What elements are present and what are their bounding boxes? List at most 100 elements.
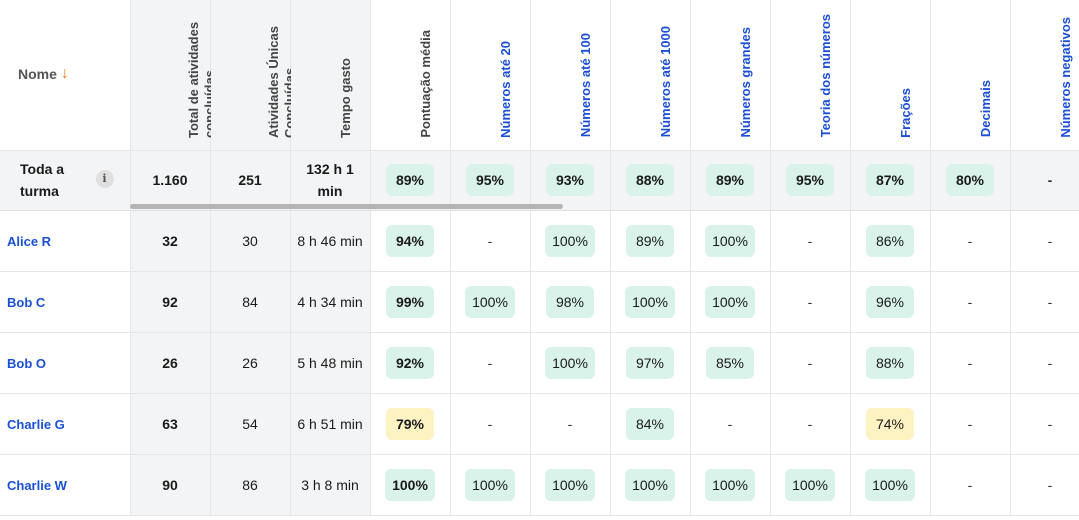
student-total-cell: 92 [130, 271, 211, 333]
column-header-label[interactable]: Teoria dos números [818, 14, 833, 138]
topic-cell: 89% [690, 150, 771, 211]
student-name-link[interactable]: Bob O [7, 355, 46, 371]
topic-cell: - [450, 393, 531, 455]
column-header-label[interactable]: Números negativos [1058, 16, 1073, 138]
score-pill: 100% [465, 468, 515, 501]
topic-cell: 86% [850, 210, 931, 272]
empty-score: - [487, 354, 493, 371]
score-pill: 89% [706, 164, 754, 196]
score-pill: 100% [705, 468, 755, 501]
score-pill: 100% [865, 468, 915, 501]
column-header-9[interactable]: Frações [850, 0, 931, 151]
empty-score: - [967, 232, 973, 249]
table-row: Bob O 26 26 5 h 48 min 92% - 100% 97% 85% - 88% - - [0, 332, 1079, 394]
student-total-cell: 32 [130, 210, 211, 272]
topic-cell: 84% [610, 393, 691, 455]
student-time-value: 3 h 8 min [301, 476, 359, 493]
score-pill: 95% [466, 164, 514, 196]
topic-cell: 100% [530, 454, 611, 516]
student-time-cell: 6 h 51 min [290, 393, 371, 455]
topic-cell: - [450, 210, 531, 272]
column-header-8[interactable]: Teoria dos números [770, 0, 851, 151]
student-name-cell: Charlie W [0, 454, 131, 516]
student-total-cell: 63 [130, 393, 211, 455]
student-unique-value: 86 [242, 476, 258, 493]
student-name-cell: Bob O [0, 332, 131, 394]
topic-cell: 89% [610, 210, 691, 272]
topic-cell: 100% [530, 332, 611, 394]
student-name-link[interactable]: Alice R [7, 233, 52, 249]
topic-cell: 100% [450, 454, 531, 516]
column-header-10[interactable]: Decimais [930, 0, 1011, 151]
column-header-11[interactable]: Números negativos [1010, 0, 1079, 151]
empty-score: - [1047, 354, 1053, 371]
student-name-link[interactable]: Charlie W [7, 477, 67, 493]
empty-score: - [1047, 476, 1053, 493]
info-icon[interactable]: i [95, 169, 114, 188]
topic-cell: - [1010, 150, 1079, 211]
empty-score: - [967, 293, 973, 310]
horizontal-scrollbar[interactable] [130, 204, 563, 209]
column-header-label[interactable]: Números grandes [738, 26, 753, 138]
sort-by-name-button[interactable]: Nome ↓ [18, 65, 69, 83]
student-unique-value: 84 [242, 293, 258, 310]
student-time-value: 5 h 48 min [297, 354, 363, 371]
name-column-header[interactable]: Nome ↓ [0, 0, 131, 151]
column-header-label: Tempo gasto [338, 57, 353, 138]
student-name-link[interactable]: Charlie G [7, 416, 65, 432]
student-time-cell: 3 h 8 min [290, 454, 371, 516]
column-header-label: Pontuação média [418, 29, 433, 138]
column-header-4[interactable]: Números até 20 [450, 0, 531, 151]
topic-cell: - [530, 393, 611, 455]
score-pill: 100% [785, 468, 835, 501]
header-row: Nome ↓ Total de atividades concluídasAti… [0, 0, 1079, 151]
column-header-label[interactable]: Frações [898, 87, 913, 138]
student-unique-value: 30 [242, 232, 258, 249]
student-total-value: 26 [162, 354, 178, 371]
empty-score: - [1047, 415, 1053, 432]
topic-cell: 87% [850, 150, 931, 211]
table-row: Bob C 92 84 4 h 34 min 99% 100% 98% 100% 100% - 96… [0, 271, 1079, 333]
student-total-value: 32 [162, 232, 178, 249]
empty-score: - [1047, 232, 1053, 249]
score-pill: 100% [545, 346, 595, 379]
score-pill: 89% [626, 224, 674, 257]
score-pill: 100% [705, 224, 755, 257]
column-header-7[interactable]: Números grandes [690, 0, 771, 151]
topic-cell: 95% [770, 150, 851, 211]
topic-cell: 100% [530, 210, 611, 272]
topic-cell: 100% [610, 271, 691, 333]
student-time-value: 4 h 34 min [297, 293, 363, 310]
student-name-cell: Charlie G [0, 393, 131, 455]
summary-time: 132 h 1 min [290, 150, 371, 211]
student-unique-cell: 26 [210, 332, 291, 394]
student-name-link[interactable]: Bob C [7, 294, 46, 310]
column-header-label[interactable]: Números até 100 [578, 33, 593, 138]
topic-cell: 74% [850, 393, 931, 455]
column-header-label[interactable]: Decimais [978, 80, 993, 138]
student-total-value: 63 [162, 415, 178, 432]
topic-cell: - [1010, 454, 1079, 516]
column-header-6[interactable]: Números até 1000 [610, 0, 691, 151]
topic-cell: - [770, 393, 851, 455]
summary-unique-value: 251 [238, 172, 262, 188]
score-pill: 87% [866, 164, 914, 196]
student-avg-cell: 92% [370, 332, 451, 394]
score-pill: 97% [626, 346, 674, 379]
table-row: Alice R 32 30 8 h 46 min 94% - 100% 89% 100% - 86%… [0, 210, 1079, 272]
column-header-label[interactable]: Números até 1000 [658, 26, 673, 138]
column-header-5[interactable]: Números até 100 [530, 0, 611, 151]
score-pill: 94% [386, 224, 434, 257]
score-pill: 100% [385, 468, 435, 501]
topic-cell: 88% [610, 150, 691, 211]
empty-score: - [807, 232, 813, 249]
score-pill: 79% [386, 407, 434, 440]
topic-cell: 97% [610, 332, 691, 394]
topic-cell: 88% [850, 332, 931, 394]
score-pill: 85% [706, 346, 754, 379]
topic-cell: - [770, 271, 851, 333]
column-header-label[interactable]: Números até 20 [498, 40, 513, 138]
summary-avg-pill: 89% [386, 164, 434, 196]
score-pill: 98% [546, 285, 594, 318]
empty-score: - [967, 476, 973, 493]
